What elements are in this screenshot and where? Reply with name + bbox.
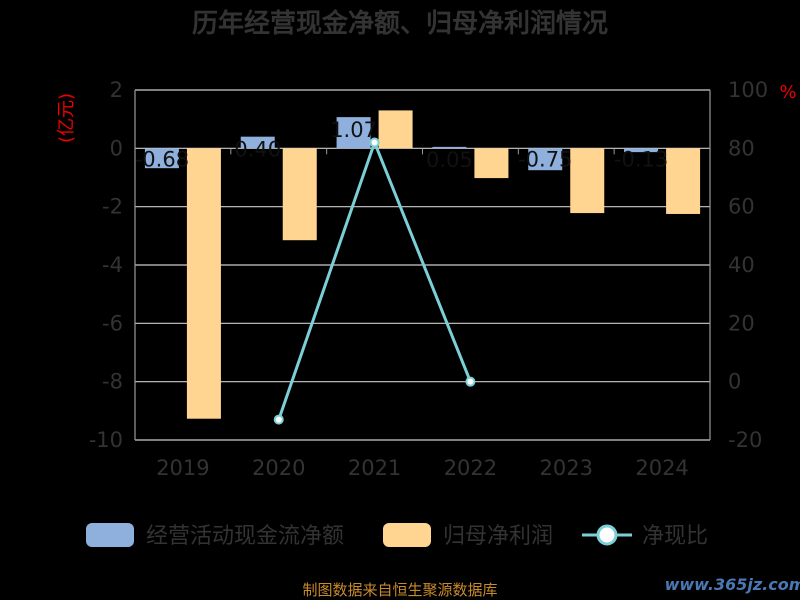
cash-bar-label: -0.13	[614, 147, 668, 171]
right-tick-label: 100	[728, 78, 768, 102]
legend-swatch-profit	[383, 523, 431, 547]
cash-bar-label: 1.07	[330, 118, 377, 142]
left-tick-label: -10	[89, 428, 123, 452]
cash-bar-label: 0.05	[426, 148, 473, 172]
cash-bar-label: 0.40	[234, 138, 281, 162]
legend-label-profit: 归母净利润	[443, 524, 553, 549]
gridlines	[134, 89, 711, 441]
ratio-point	[465, 376, 476, 387]
chart-title: 历年经营现金净额、归母净利润情况	[192, 8, 608, 39]
left-unit-label: (亿元)	[56, 93, 77, 143]
left-tick-label: -8	[102, 370, 123, 394]
right-tick-label: 40	[728, 253, 755, 277]
right-tick-label: 20	[728, 311, 755, 335]
legend: 经营活动现金流净额 归母净利润 净现比	[86, 523, 708, 549]
ratio-line-layer	[273, 137, 476, 425]
right-tick-label: 0	[728, 370, 741, 394]
right-tick-label: -20	[728, 428, 762, 452]
profit-bar	[378, 110, 413, 149]
x-tick-label: 2021	[348, 456, 401, 480]
x-tick-label: 2022	[444, 456, 497, 480]
cash-bar	[528, 148, 563, 171]
left-tick-label: 0	[110, 136, 123, 160]
x-tick-label: 2023	[540, 456, 593, 480]
cash-bar	[432, 146, 467, 149]
ratio-point	[273, 414, 284, 425]
x-tick-label: 2019	[156, 456, 209, 480]
legend-label-ratio: 净现比	[642, 524, 708, 549]
watermark: www.365jz.com	[665, 575, 800, 594]
profit-bar	[474, 148, 509, 179]
cash-bar	[144, 148, 179, 169]
right-tick-label: 80	[728, 136, 755, 160]
right-unit-label: %	[779, 82, 796, 103]
bars-layer: -0.68 0.40 1.07 0.05 -0.75 -0.13	[135, 110, 701, 419]
cash-bar-label: -0.75	[518, 147, 572, 171]
x-tick-label: 2020	[252, 456, 305, 480]
legend-label-cash: 经营活动现金流净额	[146, 524, 344, 549]
ratio-point	[369, 137, 380, 148]
left-tick-label: 2	[110, 78, 123, 102]
legend-marker-ratio	[596, 524, 618, 546]
cash-bar	[240, 136, 275, 149]
cash-bar-label: -0.68	[135, 147, 189, 171]
left-tick-label: -6	[102, 311, 123, 335]
left-tick-label: -4	[102, 253, 123, 277]
profit-bar	[570, 148, 605, 214]
footer-source: 制图数据来自恒生聚源数据库	[302, 581, 497, 599]
cash-bar	[336, 117, 371, 149]
left-tick-label: -2	[102, 195, 123, 219]
cash-bar	[624, 148, 659, 153]
legend-swatch-cash	[86, 523, 134, 547]
right-tick-label: 60	[728, 195, 755, 219]
profit-bar	[186, 148, 221, 419]
x-tick-label: 2024	[635, 456, 688, 480]
profit-bar	[282, 148, 317, 241]
profit-bar	[666, 148, 701, 214]
